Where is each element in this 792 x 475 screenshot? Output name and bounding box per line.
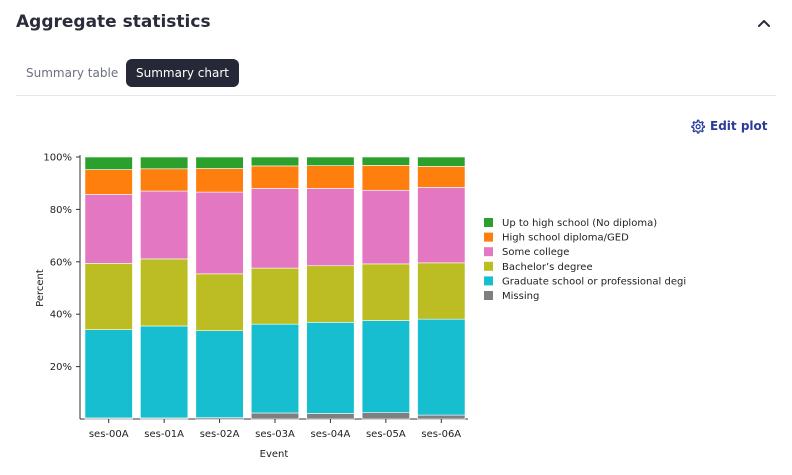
bar-segment <box>417 262 466 320</box>
y-tick-label: 40% <box>50 310 72 321</box>
bar-segment <box>361 156 410 166</box>
bar-segment <box>306 413 355 420</box>
bar-segment <box>417 414 466 420</box>
legend-label: Missing <box>502 291 539 302</box>
bar-segment <box>417 187 466 264</box>
bar-segment <box>306 156 355 166</box>
y-axis-label: Percent <box>35 269 46 307</box>
panel-title: Aggregate statistics <box>16 12 211 32</box>
bar-segment <box>84 156 133 170</box>
bar-segment <box>417 166 466 188</box>
tab-summary-table[interactable]: Summary table <box>26 66 119 80</box>
bar-segment <box>361 189 410 265</box>
y-tick-label: 20% <box>50 362 72 373</box>
bar-segment <box>195 273 244 332</box>
legend-swatch <box>484 218 493 227</box>
bar-segment <box>84 194 133 264</box>
bar-segment <box>250 267 300 325</box>
bar-segment <box>250 188 300 269</box>
divider <box>16 95 776 96</box>
bar-segment <box>250 323 300 414</box>
bar-segment <box>195 191 244 275</box>
bar-segment <box>140 190 189 260</box>
legend-label: Bachelor’s degree <box>502 262 593 273</box>
tab-summary-chart[interactable]: Summary chart <box>126 59 239 87</box>
x-axis-label: Event <box>260 449 289 460</box>
legend-swatch <box>484 247 493 257</box>
bar-segment <box>195 168 244 193</box>
bar-segment <box>306 188 355 267</box>
legend-swatch <box>484 232 493 242</box>
bar-segment <box>84 263 133 330</box>
bar-segment <box>306 165 355 189</box>
bar-segment <box>140 156 189 170</box>
bar-segment <box>195 330 244 418</box>
gear-icon <box>691 119 705 134</box>
bar-segment <box>140 258 189 327</box>
legend-label: Graduate school or professional degi <box>502 276 686 287</box>
bar-segment <box>361 263 410 321</box>
collapse-button[interactable] <box>752 12 776 36</box>
x-tick-label: ses-05A <box>366 429 406 440</box>
legend-label: Some college <box>502 247 569 258</box>
summary-chart: 20% 40% 60% 80% 100% ses-00A ses-01A ses-02A ses… <box>35 153 686 461</box>
x-tick-label: ses-00A <box>89 429 129 440</box>
legend-swatch <box>484 276 493 286</box>
bar-segment <box>361 412 410 420</box>
bar-segment <box>417 156 466 167</box>
y-tick-label: 100% <box>43 153 72 164</box>
bar-segment <box>306 265 355 323</box>
bar-segment <box>140 325 189 419</box>
bar-segment <box>250 412 300 420</box>
bar-segment <box>361 165 410 191</box>
x-tick-label: ses-06A <box>421 429 461 440</box>
legend-swatch <box>484 261 493 271</box>
bar-segment <box>417 318 466 416</box>
bar-segment <box>84 169 133 195</box>
x-tick-label: ses-02A <box>200 429 240 440</box>
x-tick-label: ses-01A <box>144 429 184 440</box>
bar-segment <box>306 322 355 414</box>
bar-segment <box>250 156 300 167</box>
chevron-up-icon <box>758 20 770 27</box>
bar-segment <box>140 168 189 192</box>
legend-swatch <box>484 291 493 300</box>
x-tick-label: ses-04A <box>311 429 351 440</box>
legend-label: Up to high school (No diploma) <box>502 218 657 229</box>
bar-segment <box>361 320 410 414</box>
bar-segment <box>195 156 244 169</box>
edit-plot-label: Edit plot <box>710 119 768 133</box>
y-tick-label: 60% <box>50 257 72 268</box>
x-tick-label: ses-03A <box>255 429 295 440</box>
bar-segment <box>84 329 133 419</box>
legend-label: High school diploma/GED <box>502 233 629 244</box>
y-tick-label: 80% <box>50 205 72 216</box>
bar-segment <box>250 165 300 189</box>
